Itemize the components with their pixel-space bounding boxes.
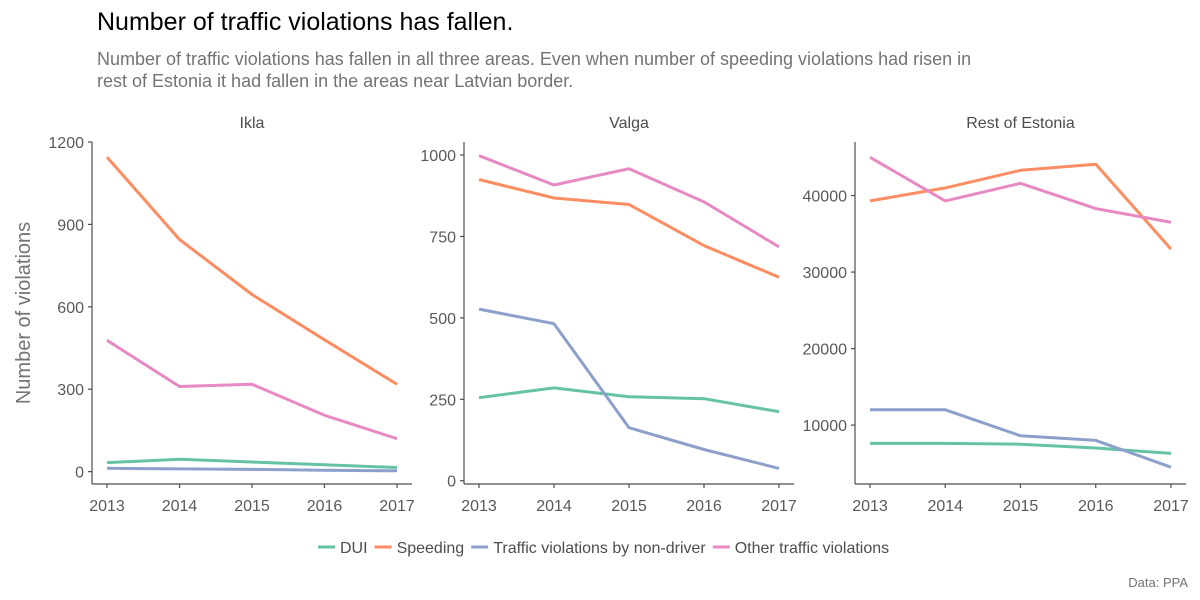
- series-line-traffic-violations-by-non-driver: [106, 466, 398, 473]
- y-tick-label: 600: [57, 300, 84, 317]
- y-axis-title: Number of violations: [13, 222, 35, 404]
- y-tick-label: 0: [75, 465, 84, 482]
- series-line-speeding: [869, 162, 1173, 251]
- legend-label: Speeding: [397, 540, 465, 557]
- series-line-other-traffic-violations: [869, 156, 1172, 224]
- chart-subtitle-line-1: Number of traffic violations has fallen …: [97, 49, 971, 69]
- y-tick-label: 0: [447, 474, 456, 491]
- x-tick-label: 2013: [89, 498, 125, 515]
- series-line-other-traffic-violations: [106, 339, 398, 441]
- y-tick-label: 500: [429, 311, 456, 328]
- legend-item-traffic-violations-by-non-driver: Traffic violations by non-driver: [471, 540, 706, 557]
- series-line-traffic-violations-by-non-driver: [870, 408, 1172, 469]
- facet-rest-of-estonia: Rest of Estonia 10000 20000 30000 40000 2013 2…: [803, 115, 1189, 515]
- x-tick-label: 2016: [307, 498, 343, 515]
- x-tick-label: 2014: [536, 498, 572, 515]
- y-tick-label: 900: [57, 217, 84, 234]
- facet-valga: Valga 0 250 500 750 1000 2013 2014 2015 2016 2017: [420, 115, 796, 515]
- x-tick-label: 2016: [1078, 498, 1114, 515]
- y-tick-label: 750: [429, 229, 456, 246]
- y-tick-label: 10000: [803, 418, 848, 435]
- series-line-other-traffic-violations: [478, 154, 780, 249]
- y-tick-label: 300: [57, 382, 84, 399]
- y-tick-label: 20000: [803, 342, 848, 359]
- chart-subtitle-line-2: rest of Estonia it had fallen in the are…: [97, 71, 573, 91]
- legend-item-dui: DUI: [318, 540, 368, 557]
- x-tick-label: 2015: [611, 498, 647, 515]
- legend-item-speeding: Speeding: [374, 540, 465, 557]
- x-tick-label: 2017: [761, 498, 797, 515]
- x-tick-label: 2017: [379, 498, 415, 515]
- data-source-caption: Data: PPA: [1128, 575, 1188, 590]
- x-tick-label: 2014: [162, 498, 198, 515]
- chart-title: Number of traffic violations has fallen.: [97, 8, 513, 36]
- legend-item-other-traffic-violations: Other traffic violations: [712, 540, 889, 557]
- legend-label: Other traffic violations: [735, 540, 889, 557]
- y-tick-label: 30000: [803, 265, 848, 282]
- legend-label: DUI: [340, 540, 368, 557]
- facet-label-ikla: Ikla: [240, 115, 265, 132]
- facet-label-rest-of-estonia: Rest of Estonia: [966, 115, 1075, 132]
- series-line-traffic-violations-by-non-driver: [478, 307, 780, 470]
- legend-label: Traffic violations by non-driver: [493, 540, 706, 557]
- x-tick-label: 2013: [852, 498, 888, 515]
- series-line-dui: [106, 457, 398, 469]
- y-tick-label: 1200: [48, 135, 84, 152]
- x-tick-label: 2013: [461, 498, 497, 515]
- series-line-speeding: [105, 156, 398, 386]
- y-tick-label: 40000: [803, 189, 848, 206]
- x-tick-label: 2016: [686, 498, 722, 515]
- legend: DUI Speeding Traffic violations by non-dri…: [318, 540, 889, 557]
- y-tick-label: 1000: [420, 148, 456, 165]
- facet-label-valga: Valga: [609, 115, 649, 132]
- y-tick-label: 250: [429, 392, 456, 409]
- x-tick-label: 2015: [1003, 498, 1039, 515]
- x-tick-label: 2014: [927, 498, 963, 515]
- series-line-speeding: [478, 178, 780, 279]
- x-tick-label: 2015: [234, 498, 270, 515]
- series-line-dui: [478, 386, 780, 414]
- facet-ikla: Ikla 0 300 600 900 1200 2013 2014 2015 2016 2017: [48, 115, 414, 515]
- x-tick-label: 2017: [1153, 498, 1189, 515]
